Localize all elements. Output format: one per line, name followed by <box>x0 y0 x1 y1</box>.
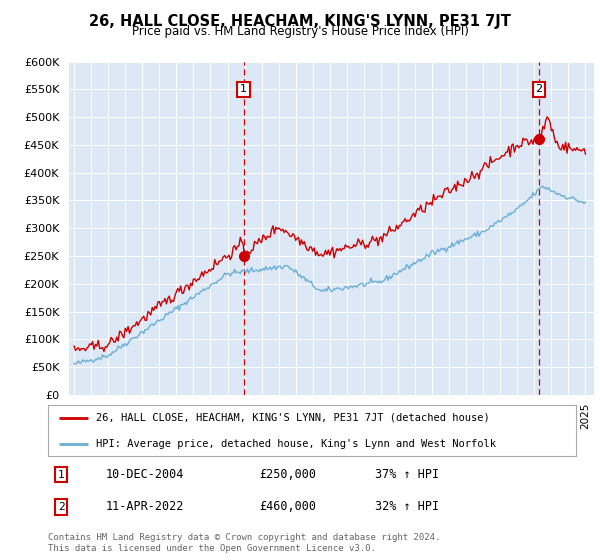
Text: 2: 2 <box>536 85 542 95</box>
Text: £460,000: £460,000 <box>259 500 316 514</box>
Text: 1: 1 <box>58 470 65 479</box>
Text: HPI: Average price, detached house, King's Lynn and West Norfolk: HPI: Average price, detached house, King… <box>95 438 496 449</box>
Text: 26, HALL CLOSE, HEACHAM, KING'S LYNN, PE31 7JT: 26, HALL CLOSE, HEACHAM, KING'S LYNN, PE… <box>89 14 511 29</box>
Text: Price paid vs. HM Land Registry's House Price Index (HPI): Price paid vs. HM Land Registry's House … <box>131 25 469 38</box>
Text: 10-DEC-2004: 10-DEC-2004 <box>106 468 184 481</box>
Text: 26, HALL CLOSE, HEACHAM, KING'S LYNN, PE31 7JT (detached house): 26, HALL CLOSE, HEACHAM, KING'S LYNN, PE… <box>95 413 489 423</box>
Text: 11-APR-2022: 11-APR-2022 <box>106 500 184 514</box>
Text: Contains HM Land Registry data © Crown copyright and database right 2024.
This d: Contains HM Land Registry data © Crown c… <box>48 533 440 553</box>
Text: 32% ↑ HPI: 32% ↑ HPI <box>376 500 439 514</box>
Text: £250,000: £250,000 <box>259 468 316 481</box>
Text: 37% ↑ HPI: 37% ↑ HPI <box>376 468 439 481</box>
Text: 2: 2 <box>58 502 65 512</box>
Text: 1: 1 <box>240 85 247 95</box>
